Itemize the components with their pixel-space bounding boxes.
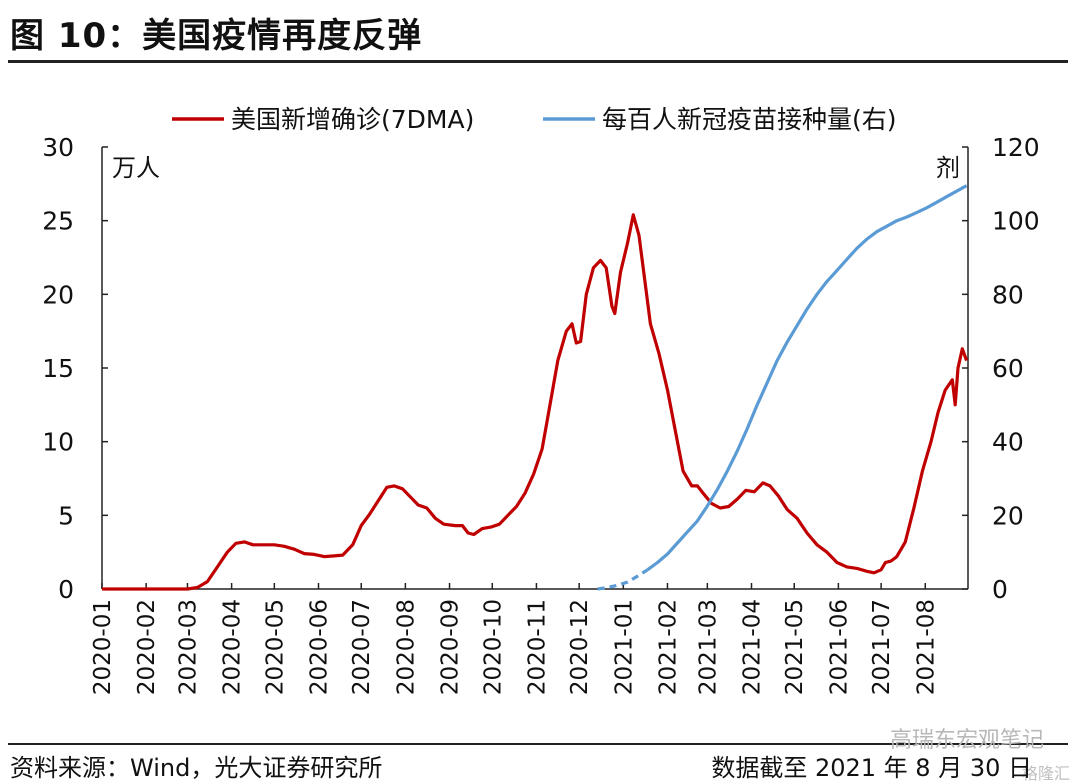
x-tick-label: 2021-07 bbox=[869, 599, 895, 695]
right-tick-label: 120 bbox=[992, 133, 1040, 162]
x-tick-label: 2020-05 bbox=[262, 599, 288, 695]
bottom-rule bbox=[8, 743, 1068, 745]
x-tick-label: 2021-08 bbox=[913, 599, 939, 695]
x-tick-label: 2021-04 bbox=[740, 599, 766, 695]
x-tick-label: 2020-12 bbox=[567, 599, 593, 695]
right-tick-label: 100 bbox=[992, 207, 1040, 236]
series-line-vaccine-early bbox=[597, 568, 649, 591]
left-tick-label: 25 bbox=[42, 207, 74, 236]
ticks: 0 5 10 15 20 25 30 0 20 40 60 80 100 120 万人 剂 2020-01 202… bbox=[42, 133, 1040, 695]
right-axis-unit: 剂 bbox=[936, 154, 960, 182]
left-tick-label: 5 bbox=[58, 501, 74, 530]
x-tick-label: 2020-03 bbox=[175, 599, 201, 695]
left-axis-unit: 万人 bbox=[112, 154, 160, 182]
x-tick-label: 2021-02 bbox=[655, 599, 681, 695]
left-tick-label: 10 bbox=[42, 428, 74, 457]
axes bbox=[101, 147, 969, 590]
legend-label-cases: 美国新增确诊(7DMA) bbox=[231, 105, 474, 134]
x-tick-label: 2021-06 bbox=[826, 599, 852, 695]
left-tick-label: 0 bbox=[58, 575, 74, 604]
right-tick-label: 60 bbox=[992, 354, 1024, 383]
legend-label-vaccine: 每百人新冠疫苗接种量(右) bbox=[602, 105, 897, 134]
x-tick-label: 2020-09 bbox=[438, 599, 464, 695]
top-rule bbox=[8, 60, 1068, 63]
legend: 美国新增确诊(7DMA) 每百人新冠疫苗接种量(右) bbox=[172, 105, 897, 134]
x-tick-label: 2020-01 bbox=[90, 599, 116, 695]
x-tick-label: 2021-01 bbox=[611, 599, 637, 695]
x-tick-label: 2020-02 bbox=[134, 599, 160, 695]
series-line-cases bbox=[102, 213, 969, 591]
left-tick-label: 20 bbox=[42, 280, 74, 309]
right-tick-label: 0 bbox=[992, 575, 1008, 604]
x-tick-label: 2021-03 bbox=[695, 599, 721, 695]
left-tick-label: 15 bbox=[42, 354, 74, 383]
x-tick-label: 2020-08 bbox=[393, 599, 419, 695]
x-tick-label: 2020-11 bbox=[524, 599, 550, 695]
data-cutoff-note: 数据截至 2021 年 8 月 30 日 bbox=[711, 754, 1032, 782]
right-tick-label: 40 bbox=[992, 428, 1024, 457]
x-tick-label: 2021-05 bbox=[782, 599, 808, 695]
x-tick-label: 2020-07 bbox=[349, 599, 375, 695]
x-tick-label: 2020-10 bbox=[480, 599, 506, 695]
right-tick-label: 80 bbox=[992, 280, 1024, 309]
watermark-logo: 格隆汇 bbox=[1021, 764, 1070, 783]
left-tick-label: 30 bbox=[42, 133, 74, 162]
right-tick-label: 20 bbox=[992, 501, 1024, 530]
series-lines bbox=[102, 184, 969, 591]
x-tick-label: 2020-06 bbox=[307, 599, 333, 695]
watermark: 高瑞东宏观笔记 bbox=[889, 728, 1044, 753]
x-tick-label: 2020-04 bbox=[220, 599, 246, 695]
series-line-vaccine bbox=[646, 184, 968, 572]
source-note: 资料来源：Wind，光大证券研究所 bbox=[10, 754, 383, 782]
figure-title: 图 10：美国疫情再度反弹 bbox=[10, 16, 423, 56]
